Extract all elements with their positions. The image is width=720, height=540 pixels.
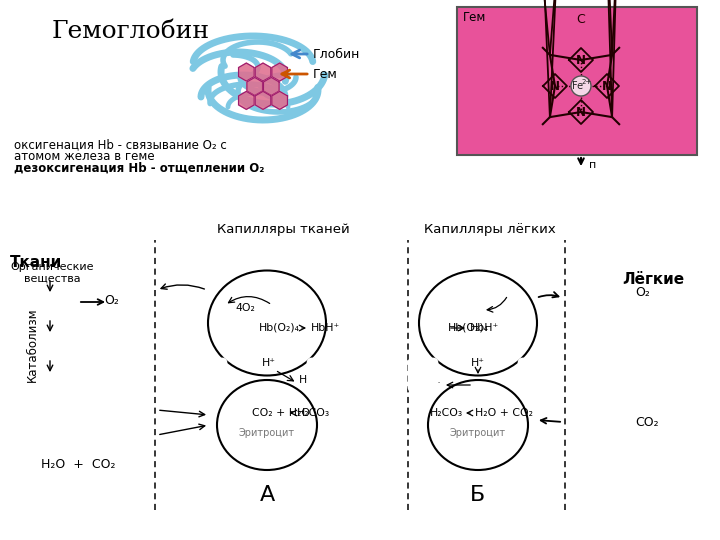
Text: CO₂: CO₂	[635, 415, 659, 429]
Text: Капилляры лёгких: Капилляры лёгких	[424, 223, 556, 236]
Text: O₂: O₂	[104, 294, 120, 307]
FancyBboxPatch shape	[519, 359, 547, 391]
Text: Катаболизм: Катаболизм	[25, 308, 38, 382]
Text: HCO₃⁻: HCO₃⁻	[299, 375, 333, 385]
Polygon shape	[272, 91, 287, 110]
Text: C: C	[577, 13, 585, 26]
Text: N: N	[550, 79, 560, 92]
Text: Глобин: Глобин	[313, 48, 361, 60]
Text: Б: Б	[470, 485, 485, 505]
Polygon shape	[255, 63, 271, 81]
FancyBboxPatch shape	[198, 359, 226, 391]
Text: Hb(O₂)₄: Hb(O₂)₄	[259, 323, 300, 333]
Text: Гем: Гем	[313, 68, 338, 80]
Text: H₂CO₃: H₂CO₃	[297, 408, 330, 418]
Polygon shape	[238, 63, 254, 81]
Text: Лёгкие: Лёгкие	[622, 272, 684, 287]
Text: HbH⁺: HbH⁺	[311, 323, 341, 333]
Text: оксигенация Hb - связывание O₂ с: оксигенация Hb - связывание O₂ с	[14, 138, 227, 151]
Text: N: N	[576, 53, 586, 66]
Text: Эритроцит: Эритроцит	[239, 428, 295, 438]
Polygon shape	[247, 77, 263, 96]
Text: атомом железа в геме: атомом железа в геме	[14, 150, 155, 163]
Text: Эритроцит: Эритроцит	[450, 428, 506, 438]
FancyBboxPatch shape	[409, 359, 437, 391]
Polygon shape	[238, 91, 254, 110]
Text: 4O₂: 4O₂	[235, 303, 255, 313]
Text: 2+: 2+	[582, 79, 592, 85]
Text: Hb(O₂)₄: Hb(O₂)₄	[448, 323, 489, 333]
Text: CO₂ + H₂O: CO₂ + H₂O	[252, 408, 310, 418]
Text: Капилляры тканей: Капилляры тканей	[217, 223, 349, 236]
Text: H₂O  +  CO₂: H₂O + CO₂	[41, 458, 115, 471]
Circle shape	[571, 76, 591, 96]
Text: HCO₃⁻: HCO₃⁻	[407, 380, 441, 390]
Text: Гем: Гем	[463, 11, 487, 24]
Text: дезоксигенация Hb - отщеплении O₂: дезоксигенация Hb - отщеплении O₂	[14, 162, 264, 175]
Text: N: N	[602, 79, 612, 92]
FancyBboxPatch shape	[457, 7, 697, 155]
Text: N: N	[576, 105, 586, 118]
Text: HbH⁺: HbH⁺	[470, 323, 499, 333]
Text: O₂: O₂	[635, 286, 650, 299]
Polygon shape	[255, 91, 271, 110]
Text: Органические
вещества: Органические вещества	[10, 262, 94, 284]
Text: п: п	[589, 160, 596, 170]
Text: H⁺: H⁺	[471, 358, 485, 368]
Text: А: А	[259, 485, 274, 505]
Text: Fe: Fe	[572, 81, 584, 91]
Polygon shape	[272, 63, 287, 81]
Text: H₂O + CO₂: H₂O + CO₂	[475, 408, 533, 418]
Text: H⁺: H⁺	[262, 358, 276, 368]
Text: Ткани: Ткани	[10, 255, 62, 270]
Text: H₂CO₃: H₂CO₃	[430, 408, 463, 418]
FancyBboxPatch shape	[308, 359, 336, 391]
Polygon shape	[264, 77, 279, 96]
Text: Гемоглобин: Гемоглобин	[52, 20, 210, 43]
